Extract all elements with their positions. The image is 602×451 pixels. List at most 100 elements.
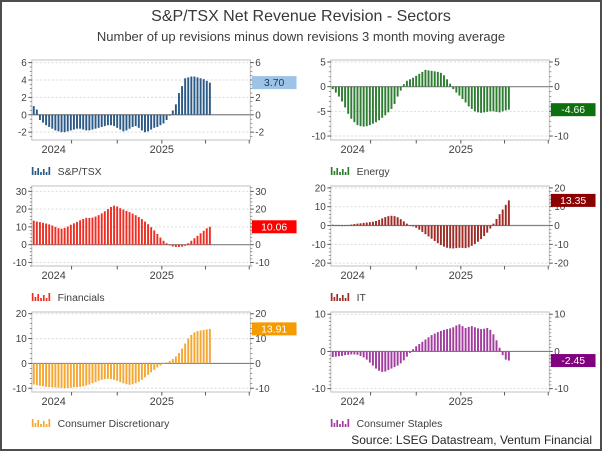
bar <box>362 86 365 127</box>
bar <box>470 225 473 246</box>
bar <box>38 222 41 245</box>
bar <box>504 204 507 226</box>
bar <box>150 363 153 373</box>
bar <box>131 213 134 245</box>
x-axis-year-label: 2024 <box>341 144 365 156</box>
x-axis-year-label: 2024 <box>42 144 66 156</box>
legend-bars-icon <box>339 424 341 427</box>
bar <box>45 363 48 387</box>
bar <box>57 114 60 132</box>
x-axis-year-label: 2025 <box>150 144 174 156</box>
y-axis-label-left: -20 <box>311 259 326 270</box>
bar <box>76 221 78 245</box>
bar <box>396 217 399 226</box>
y-axis-label-left: 10 <box>16 222 27 233</box>
bar <box>79 363 82 387</box>
bar <box>97 114 100 128</box>
bar <box>405 223 408 226</box>
bar <box>42 222 44 245</box>
bar <box>399 86 402 91</box>
bar <box>32 220 35 245</box>
legend-label: IT <box>357 293 367 304</box>
y-axis-label-left: 10 <box>16 334 27 345</box>
bar <box>405 351 408 357</box>
bar <box>458 324 461 352</box>
bar <box>439 72 442 87</box>
bar <box>174 356 177 364</box>
bar <box>63 363 66 389</box>
bar <box>356 351 359 355</box>
y-axis-label-left: 0 <box>21 110 27 121</box>
bar <box>480 225 483 240</box>
bar <box>387 86 390 113</box>
bar <box>156 363 159 368</box>
bar <box>464 225 467 249</box>
bar <box>359 351 362 356</box>
bar <box>446 225 449 248</box>
bar <box>402 221 405 226</box>
bar <box>137 114 140 128</box>
bar <box>359 223 362 226</box>
bar <box>35 221 38 245</box>
y-axis-label-right: -10 <box>255 258 270 269</box>
bar <box>150 227 153 245</box>
bar <box>492 86 495 112</box>
bar <box>82 363 85 387</box>
legend-bars-icon <box>34 297 37 301</box>
bar <box>190 76 193 115</box>
bar <box>483 328 486 352</box>
bar <box>362 351 365 358</box>
panels-grid: -2-200224466202420253.70S&P/TSX-10-10-5-… <box>2 54 600 432</box>
bar <box>66 363 69 389</box>
bar <box>384 217 387 226</box>
bar <box>473 327 476 352</box>
bar <box>174 104 177 115</box>
figure-header: S&P/TSX Net Revenue Revision - Sectors N… <box>2 2 600 54</box>
bar <box>443 225 445 247</box>
last-value-badge <box>251 220 297 234</box>
bar <box>187 243 190 245</box>
bar <box>501 209 504 226</box>
bar <box>390 215 393 226</box>
bar <box>156 234 159 245</box>
y-axis-label-left: 20 <box>315 183 326 194</box>
bar <box>436 225 439 244</box>
bar <box>63 227 66 245</box>
bar <box>350 86 353 119</box>
bar <box>94 114 97 129</box>
bar <box>489 86 492 112</box>
bar <box>353 224 356 226</box>
last-value-label: 10.06 <box>261 222 287 233</box>
legend-bars-icon <box>31 293 34 301</box>
bar <box>504 86 507 111</box>
bar <box>168 360 171 364</box>
bar <box>375 86 377 123</box>
bar <box>85 217 88 245</box>
bar <box>415 225 418 228</box>
bar <box>347 351 350 355</box>
bar <box>455 86 458 93</box>
bar <box>461 86 464 100</box>
bar <box>464 328 467 352</box>
bar <box>449 225 452 249</box>
bar <box>38 114 41 120</box>
last-value-badge <box>251 76 297 90</box>
bar <box>199 330 202 364</box>
bar <box>171 358 174 364</box>
y-axis-label-left: 20 <box>16 205 27 216</box>
bar <box>371 221 374 226</box>
bar <box>162 114 165 124</box>
bar <box>446 329 449 352</box>
legend-bars-icon <box>45 172 48 175</box>
bar <box>461 225 464 248</box>
bar <box>137 363 140 382</box>
bar <box>196 235 199 245</box>
bar <box>205 80 208 115</box>
x-axis-year-label: 2025 <box>449 270 473 282</box>
bar <box>455 325 458 352</box>
bar <box>156 114 159 127</box>
bar <box>393 86 396 104</box>
bar <box>100 114 103 127</box>
legend-bars-icon <box>347 167 350 175</box>
